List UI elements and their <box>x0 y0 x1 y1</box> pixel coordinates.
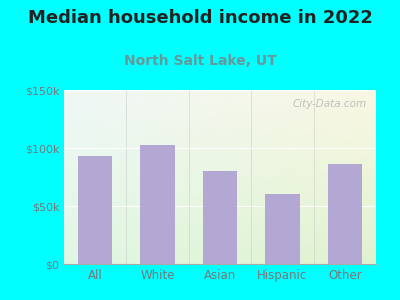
Bar <box>265 194 300 264</box>
Text: North Salt Lake, UT: North Salt Lake, UT <box>124 54 276 68</box>
Text: City-Data.com: City-Data.com <box>292 99 367 109</box>
Bar <box>78 156 112 264</box>
Bar <box>203 171 237 264</box>
Bar <box>328 164 362 264</box>
Bar <box>140 145 175 264</box>
Text: Median household income in 2022: Median household income in 2022 <box>28 9 372 27</box>
